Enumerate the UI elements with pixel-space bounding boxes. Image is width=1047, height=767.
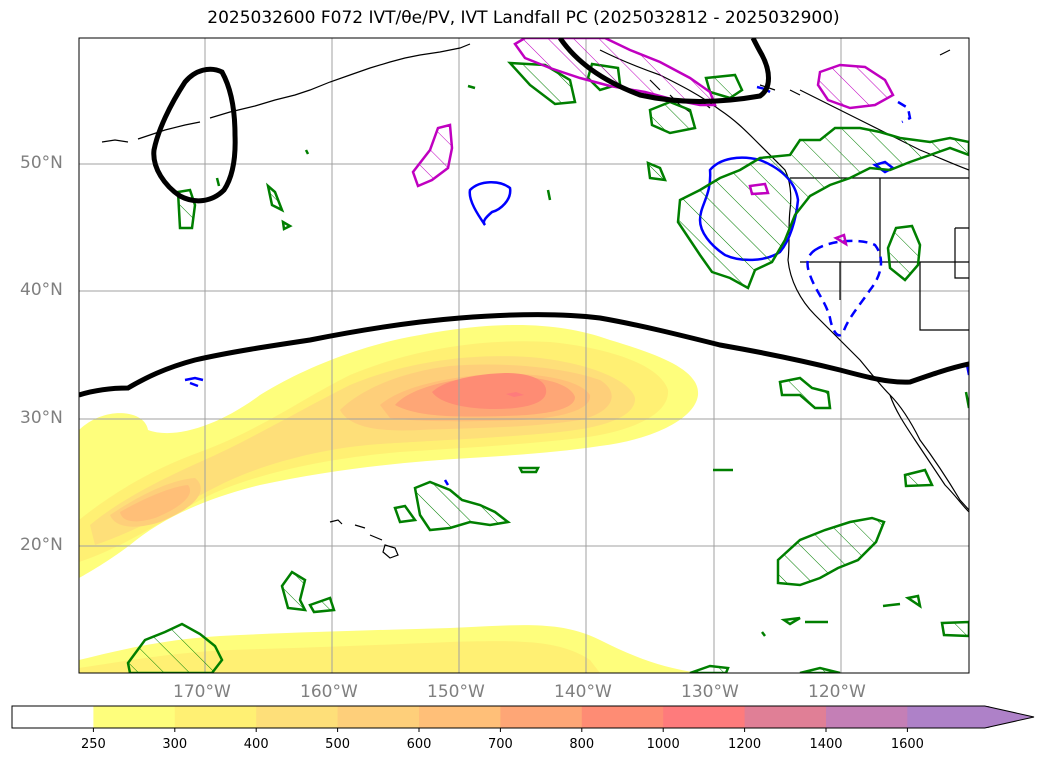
- green-contour-17: [280, 570, 308, 612]
- california-baja-gulf: [889, 394, 969, 513]
- green-contour-15: [903, 468, 934, 488]
- lat-label-40n: 40°N: [20, 280, 63, 300]
- colorbar-segment: [500, 706, 583, 728]
- green-contour-2: [266, 182, 285, 213]
- green-contour-30: [467, 84, 476, 90]
- lon-label-170w: 170°W: [173, 682, 231, 702]
- green-contour-12: [413, 480, 512, 532]
- green-contour-9: [676, 126, 969, 290]
- colorbar-segment: [581, 706, 664, 728]
- colorbar-tick-label: 700: [488, 737, 513, 752]
- colorbar-segment: [663, 706, 746, 728]
- magenta-contour-5: [833, 233, 848, 247]
- green-contour-3: [281, 219, 293, 231]
- green-contour-29: [215, 177, 221, 187]
- map-title: 2025032600 F072 IVT/θe/PV, IVT Landfall …: [207, 8, 840, 28]
- green-contour-31: [304, 149, 310, 155]
- colorbar-segment: [826, 706, 908, 728]
- pv-magenta-contours: [411, 38, 895, 247]
- colorbar: 250 300 400 500 600 700 800 1000 1200 1400 1600: [11, 705, 1035, 752]
- magenta-contour-3: [816, 63, 895, 110]
- colorbar-extend-arrow: [907, 706, 1034, 728]
- green-contour-25: [882, 602, 901, 608]
- colorbar-segment: [744, 706, 827, 728]
- pc-contour-gulf-alaska-loop: [557, 38, 771, 104]
- lon-label-150w: 150°W: [427, 682, 485, 702]
- hawaii-islands: [329, 519, 399, 559]
- colorbar-tick-label: 1600: [891, 737, 924, 752]
- map-frame: [78, 37, 970, 674]
- green-contour-16: [776, 516, 886, 587]
- green-contour-14: [517, 466, 541, 474]
- colorbar-tick-label: 800: [569, 737, 594, 752]
- colorbar-tick-label: 500: [325, 737, 350, 752]
- colorbar-segment: [256, 706, 339, 728]
- colorbar-tick-label: 250: [81, 737, 106, 752]
- lon-label-130w: 130°W: [681, 682, 739, 702]
- green-contour-10: [886, 224, 922, 282]
- theta-e-contour-solid-1: [468, 181, 512, 226]
- ivt-pc-contours: [79, 38, 969, 398]
- us-state-borders: [800, 178, 969, 331]
- green-contour-19: [126, 622, 224, 673]
- magenta-contour-4: [748, 182, 770, 196]
- green-contour-27: [799, 666, 841, 673]
- colorbar-tick-label: 1000: [647, 737, 680, 752]
- colorbar-outline: [11, 705, 1035, 729]
- theta-e-contour-dashed-2: [897, 100, 912, 124]
- green-contour-22: [780, 616, 801, 626]
- theta-e-contour-solid-6: [443, 479, 450, 486]
- lon-label-160w: 160°W: [300, 682, 358, 702]
- magenta-contour-1: [411, 123, 454, 188]
- lat-label-20n: 20°N: [20, 535, 63, 555]
- green-contour-11: [778, 376, 832, 410]
- lon-label-120w: 120°W: [808, 682, 866, 702]
- ivt-800-core: [506, 392, 524, 397]
- colorbar-tick-label: 400: [244, 737, 269, 752]
- ivt-800-region: [432, 373, 547, 409]
- colorbar-segment: [419, 706, 501, 728]
- green-contour-20: [940, 620, 969, 638]
- lon-label-140w: 140°W: [554, 682, 612, 702]
- colorbar-tick-label: 1200: [728, 737, 761, 752]
- magenta-contour-2: [513, 38, 717, 107]
- theta-e-contour-dashed-1: [806, 239, 883, 337]
- colorbar-tick-label: 600: [407, 737, 432, 752]
- colorbar-segment: [93, 706, 176, 728]
- pc-contour-aleutian-loop: [151, 66, 238, 204]
- colorbar-tick-label: 300: [162, 737, 187, 752]
- green-contour-6: [704, 73, 744, 100]
- theta-e-contour-solid-3: [184, 376, 204, 388]
- green-contour-21: [904, 594, 922, 609]
- pc-contour-subtropical-line: [79, 312, 969, 398]
- green-contour-26: [689, 664, 730, 673]
- green-contour-8: [646, 161, 667, 182]
- colorbar-segment: [12, 706, 94, 728]
- colorbar-tick-label: 1400: [809, 737, 842, 752]
- lat-label-50n: 50°N: [20, 153, 63, 173]
- colorbar-segment: [337, 706, 420, 728]
- green-contour-13: [393, 504, 418, 524]
- lat-label-30n: 30°N: [20, 408, 63, 428]
- green-contour-33: [761, 631, 766, 637]
- colorbar-segment: [174, 706, 257, 728]
- green-contour-28: [546, 189, 552, 201]
- aleutian-islands: [101, 43, 471, 143]
- green-contour-18: [308, 596, 336, 614]
